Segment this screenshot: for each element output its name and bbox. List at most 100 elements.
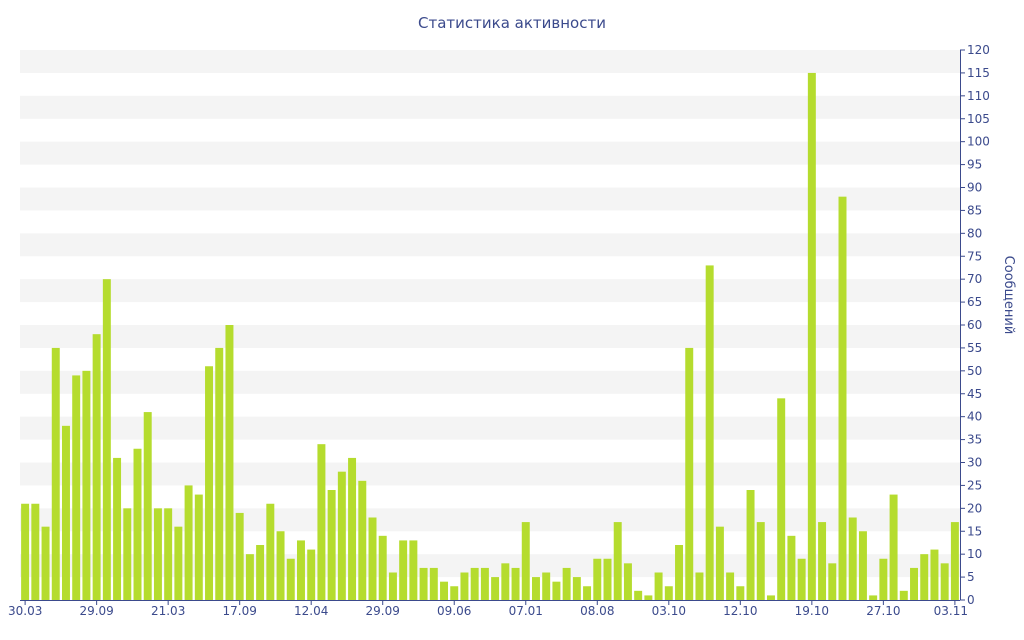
bar [797,558,806,600]
bar [21,503,30,600]
bar [143,412,152,600]
y-tick-label: 85 [967,203,982,217]
bar [501,563,510,600]
x-tick-label: 27.10 [866,604,900,618]
y-tick-label: 90 [967,181,982,195]
bar [603,558,612,600]
y-tick-label: 40 [967,410,982,424]
bar [562,567,571,600]
bar [675,545,684,600]
bar [766,595,775,600]
bar [450,586,459,600]
grid-band [20,50,960,73]
grid-band [20,370,960,394]
bar [705,265,714,600]
y-tick-label: 25 [967,478,982,492]
bar [756,522,765,600]
bar [685,347,694,600]
bar [623,563,632,600]
bar [123,508,132,600]
bar [572,577,581,600]
bar [777,398,786,600]
bar [511,567,520,600]
bar [31,503,40,600]
bar [828,563,837,600]
bar [634,590,643,600]
x-tick-label: 19.10 [795,604,829,618]
bar [245,554,254,600]
bar [521,522,530,600]
bar [552,581,561,600]
y-tick-label: 20 [967,501,982,515]
grid-band [20,233,960,257]
bar [82,370,91,600]
bar [51,347,60,600]
bar [235,512,244,600]
bar [41,526,50,600]
grid-band [20,95,960,119]
bar [940,563,949,600]
bar [225,325,234,600]
bar [542,572,551,600]
y-tick-label: 105 [967,112,990,126]
bar [848,517,857,600]
bar [317,444,326,600]
y-tick-label: 35 [967,433,982,447]
bar [307,549,316,600]
bar [419,567,428,600]
bar [858,531,867,600]
bar [879,558,888,600]
y-tick-label: 70 [967,272,982,286]
x-tick-label: 08.08 [580,604,614,618]
x-tick-label: 12.10 [723,604,757,618]
y-tick-label: 95 [967,158,982,172]
bar [368,517,377,600]
bar [184,485,193,600]
y-tick-label: 30 [967,456,982,470]
y-axis-label: Сообщений [1001,256,1016,335]
bar [286,558,295,600]
grid-band [20,416,960,440]
bar [378,535,387,600]
grid-band [20,462,960,486]
bar [818,522,827,600]
bar [736,586,745,600]
bar [113,457,122,600]
x-tick-label: 29.09 [366,604,400,618]
grid-band [20,508,960,532]
bar [746,490,755,600]
bar [327,490,336,600]
grid-band [20,325,960,348]
y-tick-label: 65 [967,295,982,309]
y-tick-label: 110 [967,89,990,103]
bar [399,540,408,600]
y-tick-label: 45 [967,387,982,401]
grid-band [20,554,960,578]
y-tick-label: 10 [967,547,982,561]
bar [889,494,898,600]
bar [174,526,183,600]
x-tick-label: 12.04 [294,604,328,618]
bar [72,375,81,600]
bar [838,196,847,601]
y-tick-label: 5 [967,570,975,584]
chart-title: Статистика активности [418,14,606,32]
x-tick-label: 29.09 [79,604,113,618]
x-tick-label: 30.03 [8,604,42,618]
bar [920,554,929,600]
grid-band [20,187,960,211]
x-tick-label: 07.01 [509,604,543,618]
bar [787,535,796,600]
bar [644,595,653,600]
bar [583,586,592,600]
bar [266,503,275,600]
x-tick-label: 03.10 [652,604,686,618]
bar [348,457,357,600]
bar [440,581,449,600]
bar [899,590,908,600]
y-tick-label: 50 [967,364,982,378]
bar [480,567,489,600]
y-tick-label: 15 [967,524,982,538]
